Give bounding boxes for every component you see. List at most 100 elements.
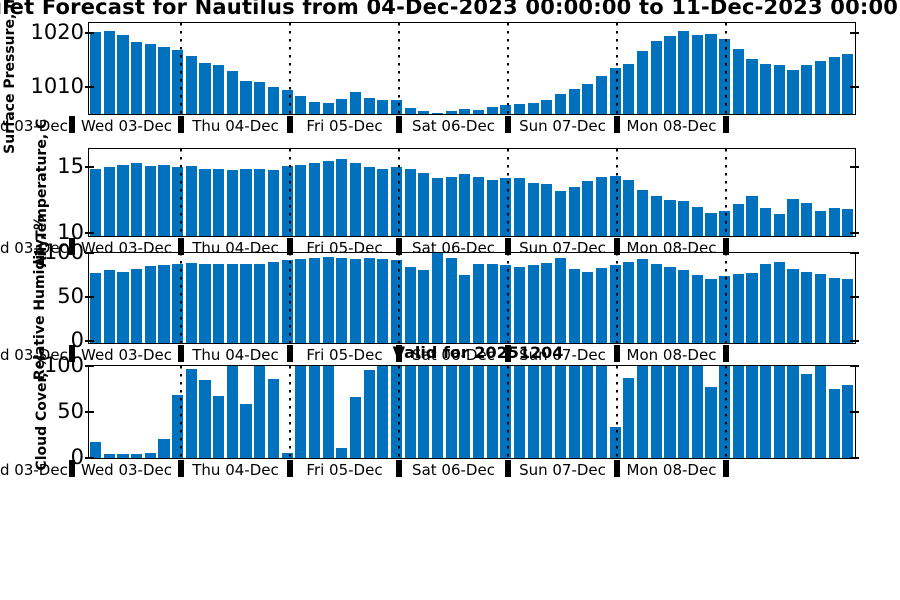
bar: [213, 264, 225, 343]
bar: [404, 267, 416, 343]
bar: [637, 259, 649, 343]
bar: [527, 366, 539, 458]
bar: [281, 452, 293, 458]
bar: [363, 97, 375, 114]
bar: [732, 366, 744, 458]
bar: [459, 173, 471, 236]
bar: [705, 387, 717, 458]
day-tick: [396, 460, 402, 477]
bar: [582, 271, 594, 343]
bar: [513, 267, 526, 343]
day-label-clipped: d 03-Dec: [0, 346, 68, 364]
day-label: Fri 05-Dec: [306, 346, 383, 364]
bar: [349, 259, 361, 343]
bar: [541, 184, 553, 236]
day-tick: [723, 116, 729, 133]
bar: [199, 263, 211, 343]
bar: [144, 166, 156, 236]
bar: [472, 176, 485, 236]
y-tick-mark: [850, 85, 859, 88]
bar: [732, 274, 744, 343]
day-tick: [178, 116, 184, 133]
y-tick-mark: [850, 411, 859, 413]
bar: [308, 258, 320, 343]
bar: [390, 167, 403, 236]
bar: [705, 34, 717, 114]
day-label: Mon 08-Dec: [626, 117, 717, 135]
bar: [226, 169, 238, 236]
day-tick: [396, 238, 402, 255]
bar: [336, 447, 348, 458]
figure-title: glet Forecast for Nautilus from 04-Dec-2…: [0, 0, 900, 19]
bar: [609, 265, 621, 343]
day-label: Fri 05-Dec: [306, 239, 383, 257]
bar: [267, 169, 279, 236]
bar: [117, 164, 129, 236]
bar: [623, 180, 635, 236]
bar: [254, 81, 266, 114]
subplot-surface-pressure-mb: [85, 22, 859, 115]
bar: [90, 273, 102, 343]
bar: [418, 269, 430, 343]
bar: [773, 65, 785, 114]
bar: [609, 68, 621, 114]
y-tick-label: 15: [57, 154, 84, 178]
bar: [240, 80, 252, 114]
bar: [295, 366, 307, 458]
bar: [760, 366, 772, 458]
bar: [787, 268, 799, 343]
y-tick-label: 100: [43, 240, 84, 264]
bar: [240, 168, 252, 236]
bar: [418, 110, 430, 114]
bar: [363, 166, 375, 236]
bar: [527, 183, 539, 236]
day-tick: [614, 460, 620, 477]
bar: [801, 271, 813, 343]
bar: [185, 262, 197, 343]
bar: [678, 269, 690, 343]
bar: [842, 208, 854, 236]
day-tick: [287, 116, 293, 133]
bar: [199, 379, 211, 458]
bar: [254, 169, 266, 236]
bar: [719, 275, 731, 343]
bar: [377, 99, 389, 114]
bar: [213, 65, 225, 114]
bar: [390, 100, 403, 114]
y-tick-mark: [850, 231, 859, 234]
bar: [650, 196, 662, 236]
bar: [787, 70, 799, 114]
bar: [131, 454, 143, 458]
y-tick-mark: [850, 296, 859, 299]
bar: [240, 403, 252, 458]
y-tick-label: 1010: [30, 74, 84, 98]
bar: [814, 211, 826, 236]
bar: [226, 71, 238, 114]
y-tick-label: 50: [57, 399, 84, 423]
day-gridline: [507, 366, 509, 458]
bar: [513, 103, 526, 114]
day-label: Sun 07-Dec: [519, 239, 606, 257]
day-tick: [614, 116, 620, 133]
day-label: Fri 05-Dec: [306, 117, 383, 135]
bar: [390, 366, 403, 458]
y-tick-mark: [850, 365, 859, 367]
bar: [349, 92, 361, 114]
bar: [623, 63, 635, 114]
bar: [431, 177, 444, 236]
day-tick: [396, 116, 402, 133]
day-label: Thu 04-Dec: [192, 117, 279, 135]
bar: [158, 438, 170, 458]
day-tick: [614, 238, 620, 255]
bar: [459, 109, 471, 114]
bar: [472, 263, 485, 343]
bar: [842, 385, 854, 458]
bar: [103, 31, 115, 114]
bar: [637, 50, 649, 114]
bar: [541, 366, 553, 458]
bar: [513, 366, 526, 458]
day-tick: [505, 116, 511, 133]
day-label: Sat 06-Dec: [412, 239, 495, 257]
day-gridline: [507, 253, 509, 343]
bar: [842, 279, 854, 343]
